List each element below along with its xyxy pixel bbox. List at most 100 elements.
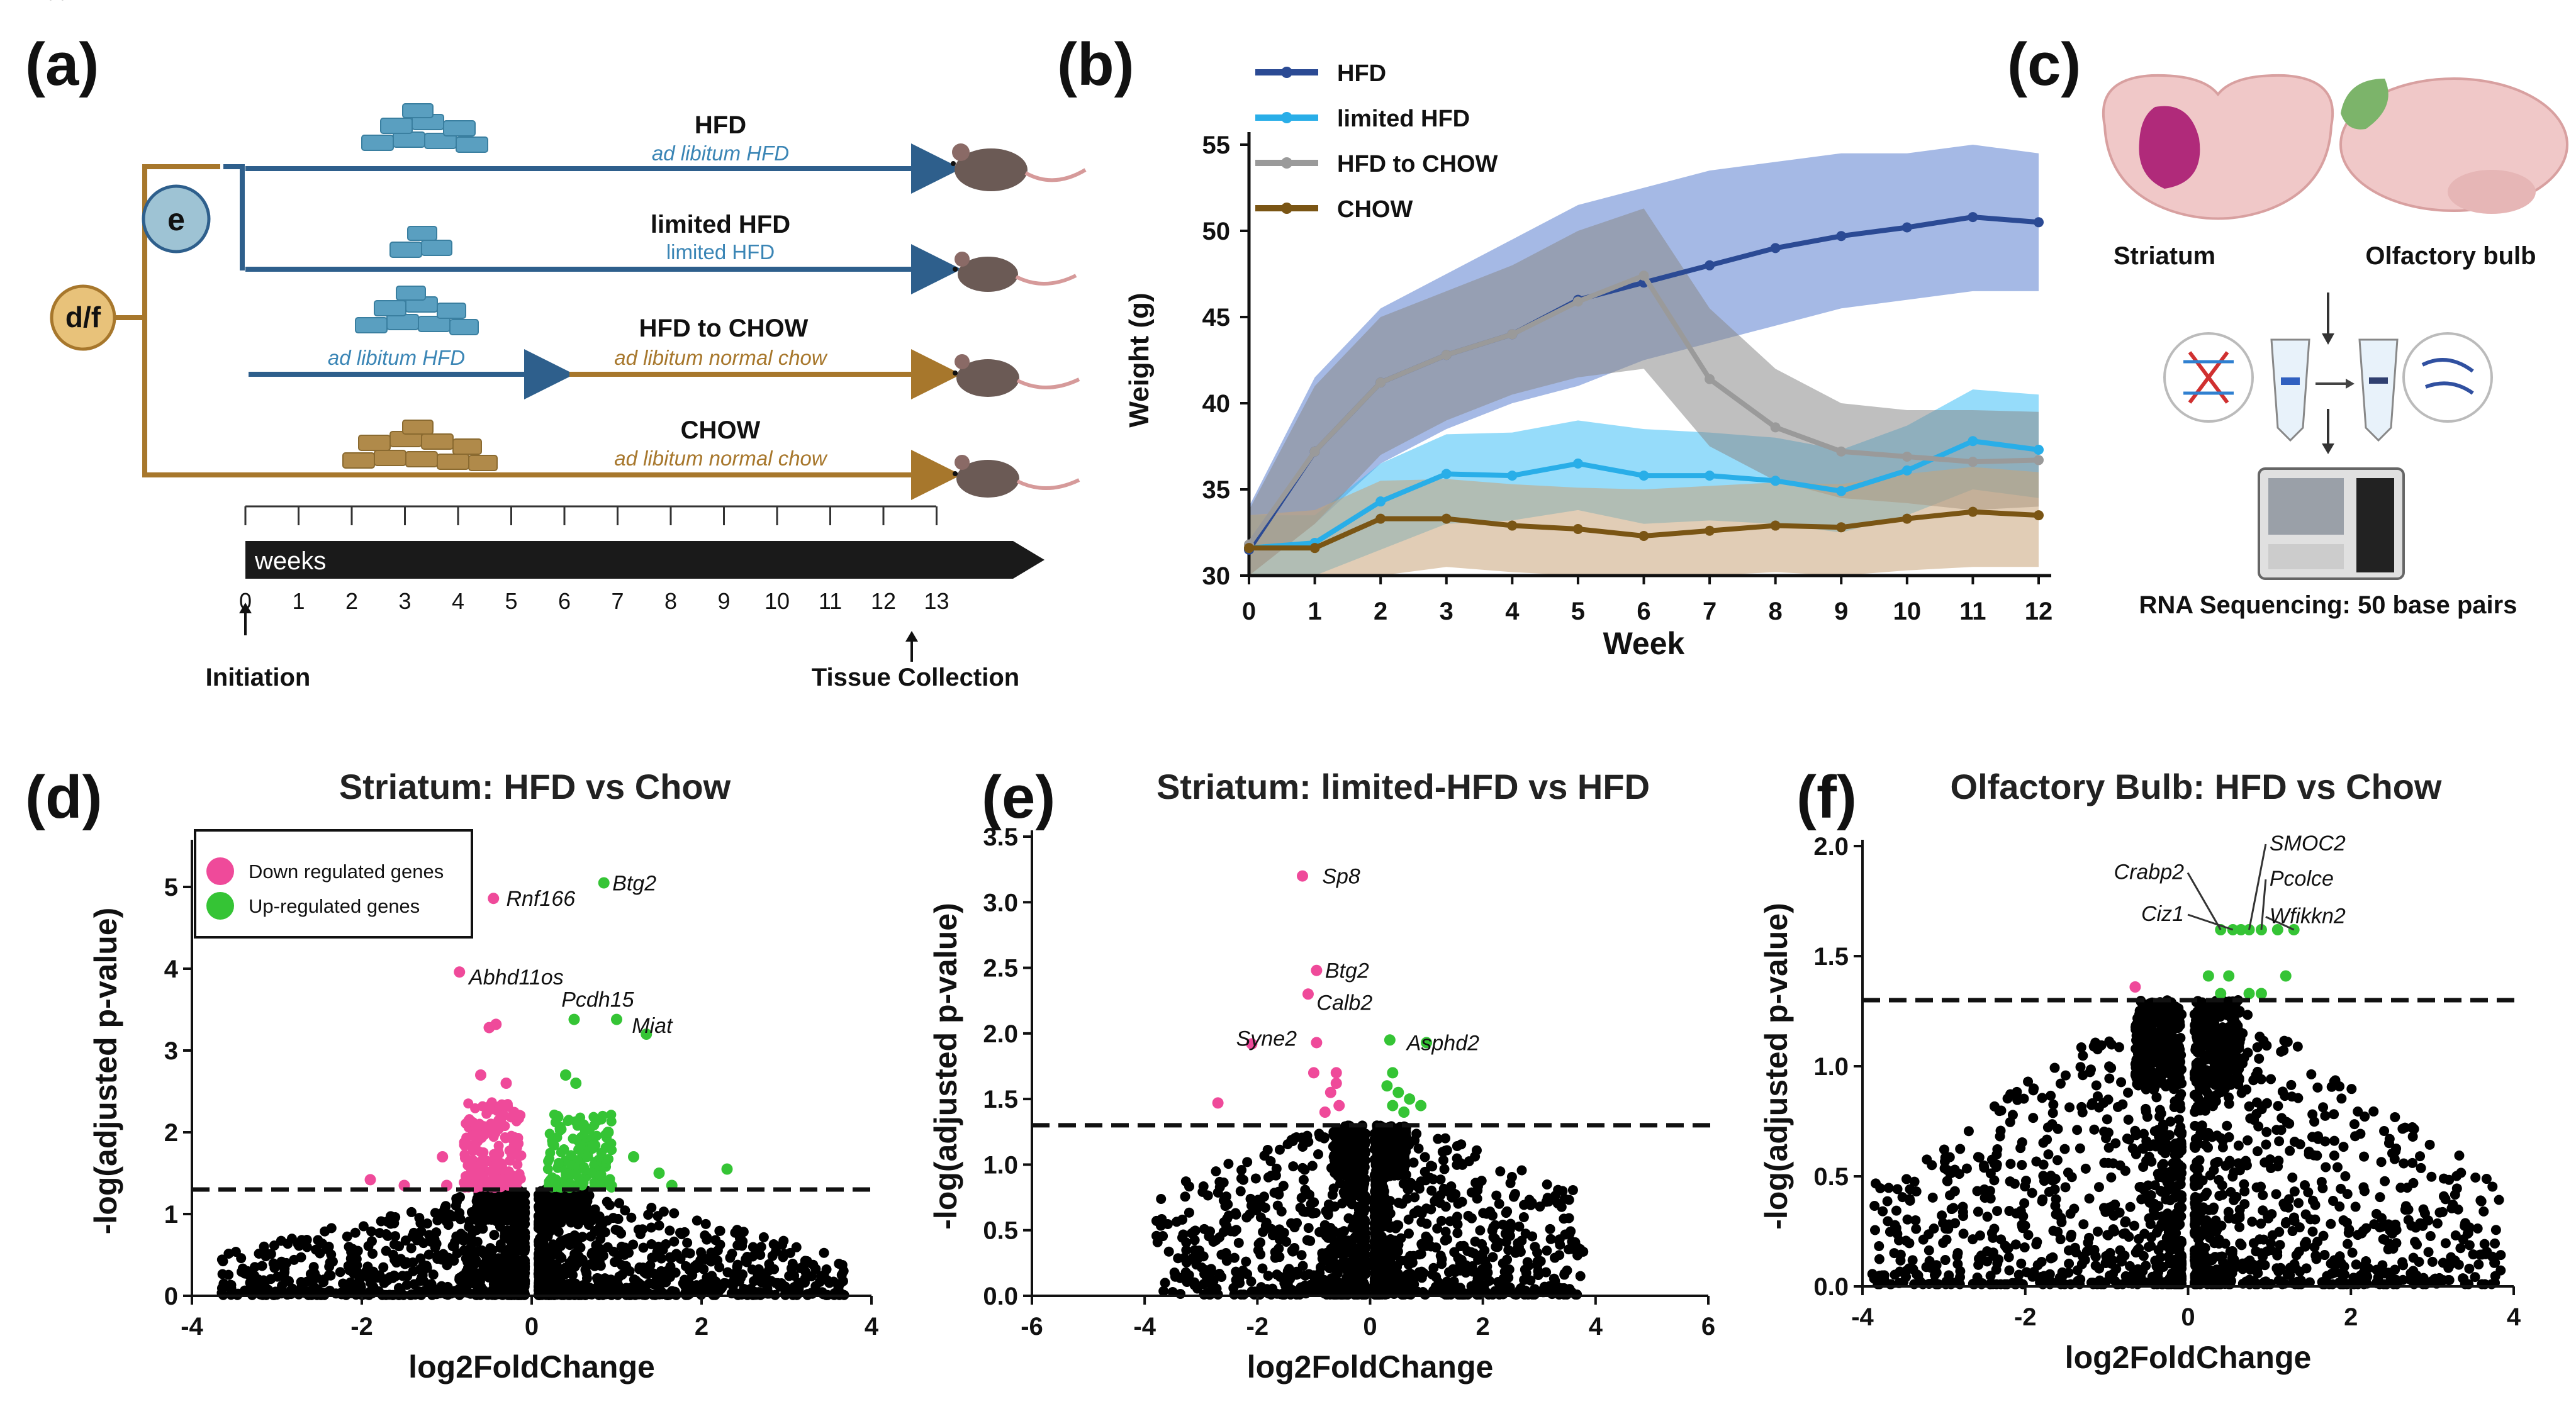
ns-gene-point	[2318, 1102, 2329, 1113]
data-point	[1705, 260, 1715, 270]
ns-gene-point	[1883, 1216, 1893, 1227]
gene-label: Rnf166	[507, 887, 576, 911]
ns-gene-point	[259, 1241, 269, 1252]
ns-gene-point	[1296, 1250, 1307, 1261]
ns-gene-point	[1250, 1286, 1260, 1297]
ns-gene-point	[2037, 1194, 2048, 1205]
sig-gene-point	[570, 1078, 582, 1089]
ns-gene-point	[2395, 1183, 2406, 1193]
ns-gene-point	[682, 1237, 693, 1248]
ns-gene-point	[551, 1259, 562, 1270]
ns-gene-point	[440, 1289, 451, 1300]
ns-gene-point	[732, 1225, 742, 1235]
labeled-gene-point	[1302, 988, 1314, 1000]
tree-brown-upper	[115, 164, 220, 320]
ns-gene-point	[1477, 1264, 1487, 1274]
ns-gene-point	[347, 1244, 358, 1254]
ns-gene-point	[1992, 1206, 2003, 1217]
group-hfd-to-chow-name: HFD to CHOW	[639, 315, 809, 342]
ns-gene-point	[1567, 1184, 1578, 1195]
ns-gene-point	[1308, 1208, 1318, 1219]
ns-gene-point	[1236, 1164, 1247, 1175]
ns-gene-point	[728, 1269, 739, 1279]
ns-gene-point	[2287, 1172, 2298, 1183]
ns-gene-point	[2252, 1042, 2263, 1052]
ns-gene-point	[1545, 1234, 1556, 1244]
ns-gene-point	[1327, 1286, 1338, 1297]
ns-gene-point	[339, 1286, 350, 1297]
ns-gene-point	[669, 1236, 680, 1247]
ns-gene-point	[653, 1241, 664, 1252]
ns-gene-point	[406, 1206, 417, 1217]
ns-gene-point	[1409, 1135, 1420, 1145]
x-tick-label: 6	[1637, 598, 1650, 625]
sig-gene-point	[1324, 1086, 1336, 1098]
x-axis-title: log2FoldChange	[408, 1349, 655, 1385]
legend-box	[194, 829, 473, 939]
ns-gene-point	[1373, 1160, 1384, 1171]
y-tick-label: 5	[164, 874, 178, 901]
ns-gene-point	[2407, 1131, 2418, 1142]
ns-gene-point	[495, 1242, 506, 1253]
ns-gene-point	[1958, 1229, 1969, 1239]
sig-gene-point	[556, 1147, 566, 1157]
sig-gene-point	[580, 1165, 590, 1176]
ns-gene-point	[2019, 1242, 2030, 1252]
ns-gene-point	[2060, 1182, 2071, 1193]
ns-gene-point	[2055, 1078, 2066, 1089]
ns-gene-point	[263, 1284, 274, 1295]
ns-gene-point	[2460, 1218, 2471, 1229]
ns-gene-point	[473, 1286, 484, 1297]
ns-gene-point	[439, 1211, 449, 1222]
ns-gene-point	[335, 1267, 345, 1278]
ns-gene-point	[1455, 1241, 1466, 1252]
ns-gene-point	[1199, 1223, 1209, 1234]
ns-gene-point	[430, 1208, 440, 1218]
ns-gene-point	[397, 1271, 408, 1281]
ns-gene-point	[1547, 1286, 1557, 1297]
ns-gene-point	[2307, 1226, 2318, 1237]
ns-gene-point	[1288, 1161, 1299, 1172]
ns-gene-point	[2065, 1279, 2076, 1290]
sig-gene-point	[1384, 1034, 1396, 1046]
data-point	[1836, 486, 1847, 496]
ns-gene-point	[1276, 1206, 1287, 1217]
ns-gene-point	[430, 1238, 440, 1249]
ns-gene-point	[439, 1203, 450, 1213]
sig-gene-point	[1392, 1086, 1404, 1098]
ns-gene-point	[626, 1212, 637, 1223]
ns-gene-point	[1455, 1265, 1465, 1276]
y-tick-label: 45	[1202, 304, 1231, 332]
ns-gene-point	[778, 1235, 789, 1246]
ns-gene-point	[510, 1273, 521, 1284]
ns-gene-point	[644, 1278, 655, 1289]
ns-gene-point	[226, 1283, 237, 1294]
sig-gene-point	[1398, 1106, 1410, 1118]
ns-gene-point	[540, 1242, 551, 1252]
ns-gene-point	[1408, 1157, 1419, 1168]
data-point	[1705, 374, 1715, 384]
ns-gene-point	[2027, 1188, 2037, 1198]
ns-gene-point	[1399, 1150, 1410, 1161]
group-hfd-to-chow-sub-right: ad libitum normal chow	[614, 346, 828, 369]
ns-gene-point	[1236, 1289, 1246, 1300]
ns-gene-point	[474, 1205, 484, 1216]
mouse-icon	[953, 354, 1080, 397]
labeled-gene-point	[641, 1028, 652, 1040]
ns-gene-point	[1498, 1219, 1508, 1230]
ns-gene-point	[1241, 1256, 1252, 1267]
legend-marker	[1281, 203, 1292, 214]
ns-gene-point	[431, 1227, 442, 1238]
ns-gene-point	[1235, 1278, 1245, 1288]
ns-gene-point	[1297, 1162, 1308, 1173]
ns-gene-point	[1504, 1264, 1515, 1275]
legend-label: HFD to CHOW	[1337, 151, 1498, 177]
ns-gene-point	[1303, 1223, 1314, 1234]
ns-gene-point	[1175, 1288, 1186, 1299]
sig-gene-point	[542, 1164, 553, 1174]
data-point	[1968, 436, 1978, 447]
ns-gene-point	[710, 1235, 721, 1245]
ns-gene-point	[2028, 1113, 2039, 1123]
ns-gene-point	[327, 1256, 338, 1267]
ns-gene-point	[1439, 1164, 1450, 1174]
